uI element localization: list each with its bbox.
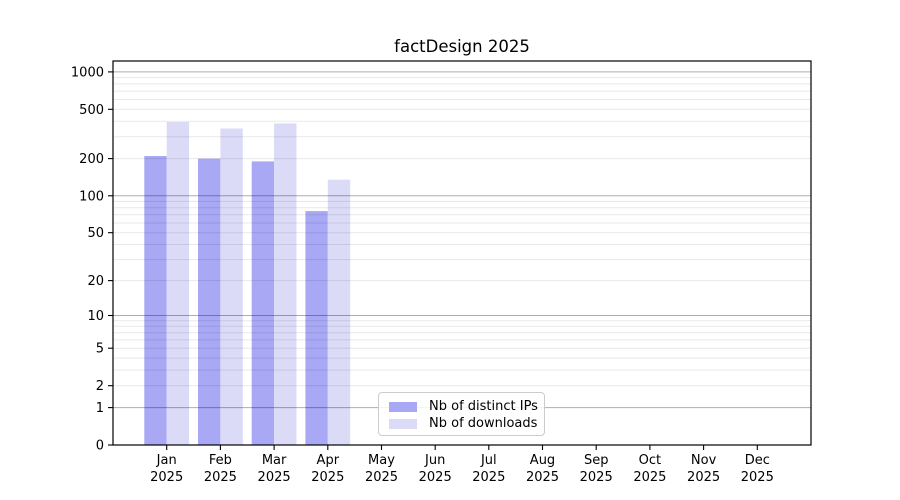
x-tick-label-month: Jan — [156, 453, 177, 468]
x-tick-label-month: Dec — [745, 453, 770, 468]
bar-distinct-ips-feb — [198, 158, 221, 445]
legend-item-distinct-ips: Nb of distinct IPs — [389, 398, 544, 415]
x-tick-label-month: Jul — [480, 453, 497, 468]
x-tick-label-month: Sep — [584, 453, 609, 468]
x-tick-label-month: Mar — [262, 453, 287, 468]
bar-downloads-feb — [220, 128, 243, 445]
y-tick-label: 2 — [96, 379, 104, 394]
x-tick-label-year: 2025 — [150, 470, 183, 485]
x-tick-label-month: Aug — [530, 453, 555, 468]
legend-swatch-distinct-ips — [389, 401, 417, 412]
legend-label-downloads: Nb of downloads — [429, 416, 538, 431]
x-tick-label-year: 2025 — [258, 470, 291, 485]
y-tick-label: 10 — [87, 309, 104, 324]
x-tick-label-year: 2025 — [311, 470, 344, 485]
bar-distinct-ips-apr — [305, 211, 328, 445]
y-tick-label: 5 — [96, 342, 104, 357]
x-tick-label-year: 2025 — [580, 470, 613, 485]
x-tick-label-year: 2025 — [472, 470, 505, 485]
x-tick-label-month: May — [368, 453, 395, 468]
x-tick-label-year: 2025 — [687, 470, 720, 485]
x-tick-label-month: Feb — [209, 453, 232, 468]
bar-downloads-apr — [327, 179, 351, 445]
x-tick-label-month: Apr — [317, 453, 340, 468]
y-tick-label: 20 — [87, 274, 104, 289]
y-tick-label: 200 — [79, 152, 104, 167]
bar-downloads-jan — [166, 122, 190, 445]
legend: Nb of distinct IPs Nb of downloads — [378, 392, 545, 436]
y-tick-label: 100 — [79, 189, 104, 204]
y-tick-label: 0 — [96, 439, 104, 454]
x-tick-label-year: 2025 — [633, 470, 666, 485]
y-tick-label: 1 — [96, 401, 104, 416]
x-tick-label-month: Nov — [691, 453, 717, 468]
chart-title: factDesign 2025 — [394, 37, 530, 56]
y-tick-label: 50 — [87, 226, 104, 241]
x-tick-label-year: 2025 — [204, 470, 237, 485]
axes-spines — [112, 60, 812, 446]
x-tick-label-year: 2025 — [741, 470, 774, 485]
legend-swatch-downloads — [389, 418, 417, 429]
x-tick-label-year: 2025 — [526, 470, 559, 485]
x-tick-label-year: 2025 — [365, 470, 398, 485]
x-tick-label-month: Jun — [424, 453, 445, 468]
y-tick-label: 1000 — [71, 65, 104, 80]
bar-distinct-ips-mar — [251, 161, 275, 445]
bar-distinct-ips-jan — [144, 156, 167, 445]
legend-label-distinct-ips: Nb of distinct IPs — [429, 399, 538, 414]
y-tick-label: 500 — [79, 103, 104, 118]
bar-downloads-mar — [274, 123, 297, 446]
x-tick-label-month: Oct — [639, 453, 661, 468]
legend-item-downloads: Nb of downloads — [389, 415, 544, 432]
x-tick-label-year: 2025 — [419, 470, 452, 485]
